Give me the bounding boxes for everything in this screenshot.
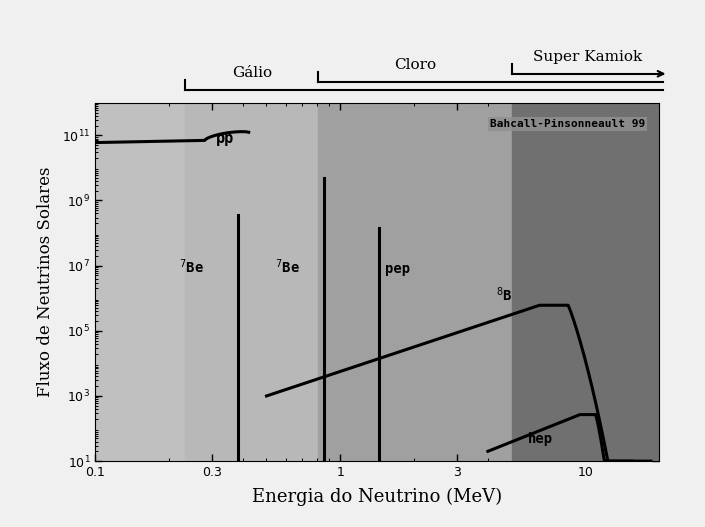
Bar <box>512 103 659 461</box>
Text: Super Kamiok: Super Kamiok <box>532 50 642 64</box>
Text: $^7$Be: $^7$Be <box>179 257 204 276</box>
Text: $^7$Be: $^7$Be <box>275 257 300 276</box>
Text: pp: pp <box>216 131 234 145</box>
Text: hep: hep <box>527 432 553 446</box>
Text: pep: pep <box>385 262 410 276</box>
Text: Gálio: Gálio <box>232 66 272 80</box>
X-axis label: Energia do Neutrino (MeV): Energia do Neutrino (MeV) <box>252 487 502 505</box>
Text: Cloro: Cloro <box>394 58 436 72</box>
Y-axis label: Fluxo de Neutrinos Solares: Fluxo de Neutrinos Solares <box>37 167 54 397</box>
Text: $^8$B: $^8$B <box>496 286 512 305</box>
Text: Bahcall-Pinsonneault 99: Bahcall-Pinsonneault 99 <box>490 119 645 129</box>
Bar <box>185 103 659 461</box>
Bar <box>319 103 659 461</box>
